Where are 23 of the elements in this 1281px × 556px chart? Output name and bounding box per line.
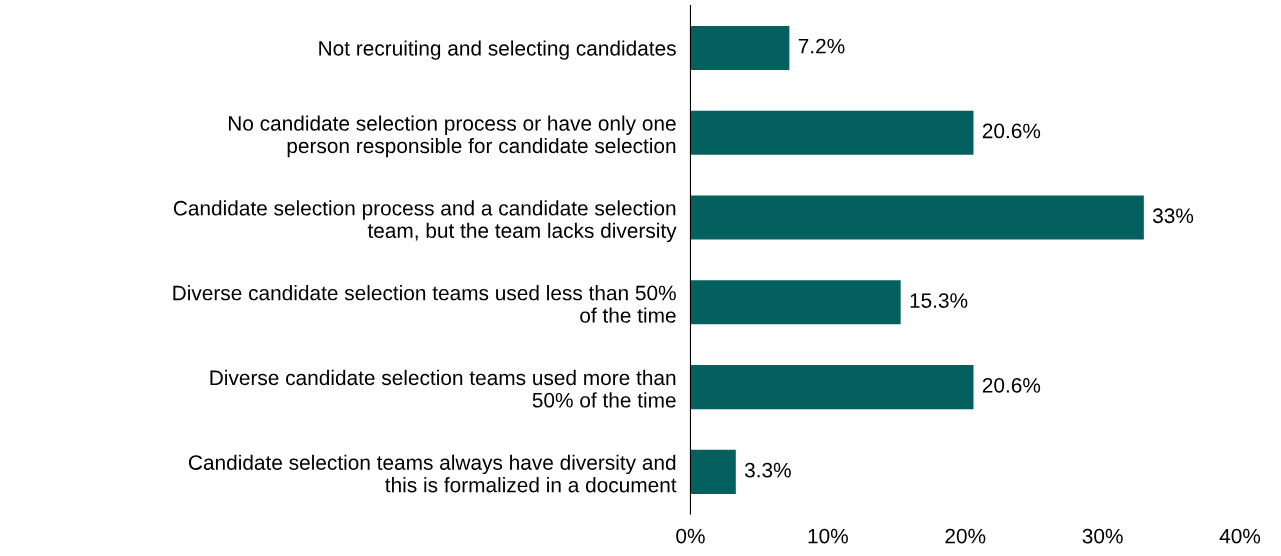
data-label: 20.6% bbox=[982, 123, 1041, 139]
bar bbox=[690, 110, 974, 155]
data-label: 15.3% bbox=[910, 293, 968, 308]
data-label: 33% bbox=[1152, 208, 1194, 224]
y-tick-label: Diverse candidate selection teams used less than 50% of the time bbox=[173, 285, 676, 323]
data-label: 7.2% bbox=[798, 38, 845, 54]
y-tick-label: Diverse candidate selection teams used more than 50% of the time bbox=[210, 369, 676, 408]
x-tick-label: 40% bbox=[1219, 528, 1261, 544]
data-label: 20.6% bbox=[982, 377, 1041, 393]
y-tick-label: Not recruiting and selecting candidates bbox=[319, 40, 676, 60]
x-tick-label: 30% bbox=[1082, 528, 1123, 544]
x-tick-label: 10% bbox=[808, 528, 848, 544]
bar bbox=[690, 280, 901, 325]
data-label: 3.3% bbox=[744, 462, 791, 478]
bar bbox=[690, 25, 790, 70]
bar bbox=[690, 365, 974, 410]
bar bbox=[690, 195, 1144, 240]
y-tick-label: No candidate selection process or have only one person responsible for candidate selection bbox=[228, 115, 676, 158]
bar bbox=[690, 449, 736, 494]
x-tick-label: 0% bbox=[676, 528, 705, 544]
x-tick-label: 20% bbox=[945, 528, 986, 544]
y-tick-label: Candidate selection teams always have diversity and this is formalized in a document bbox=[188, 454, 677, 493]
y-tick-label: Candidate selection process and a candidate selection team, but the team lacks diversity bbox=[173, 200, 677, 243]
